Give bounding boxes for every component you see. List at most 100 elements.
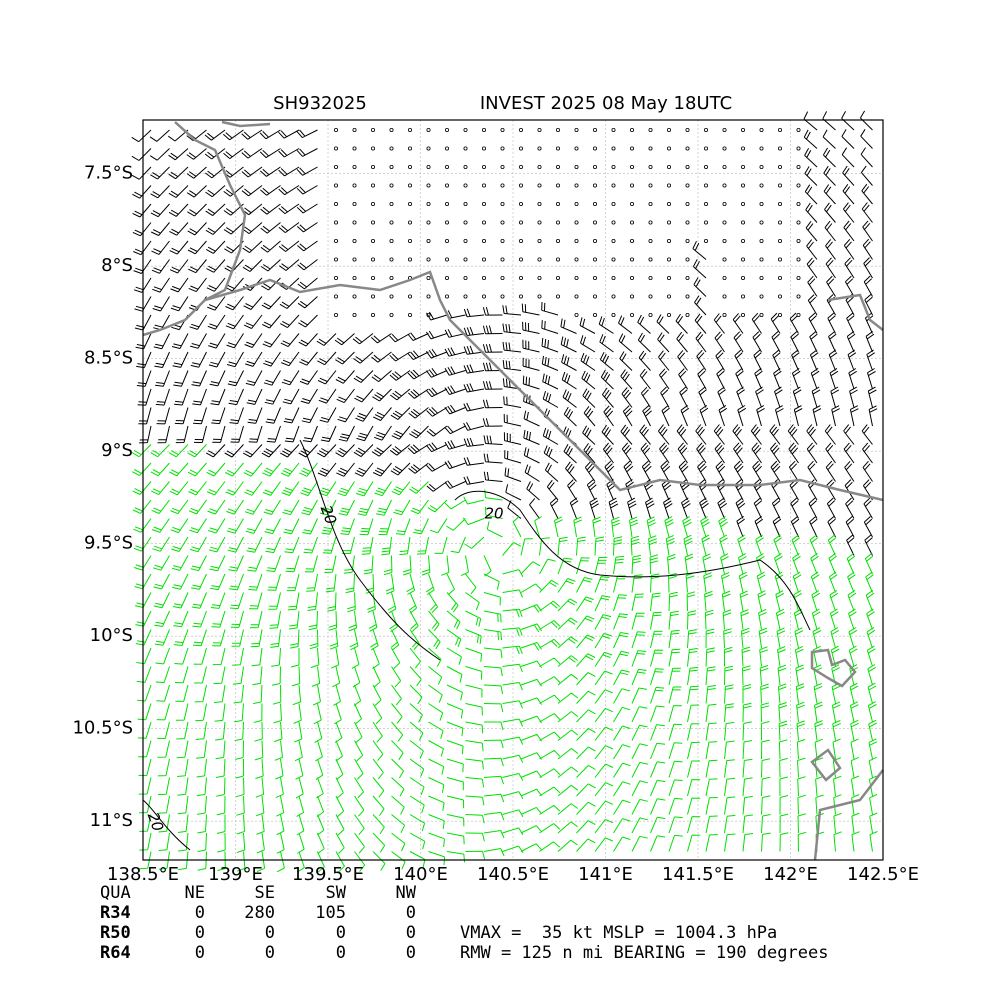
calm-marker xyxy=(389,312,394,317)
calm-marker xyxy=(759,238,764,243)
table-header: NW xyxy=(396,883,417,903)
table-cell: 0 xyxy=(265,943,275,963)
wind-barbs xyxy=(131,110,878,873)
calm-marker xyxy=(796,294,801,299)
calm-marker xyxy=(759,257,764,262)
island xyxy=(810,648,857,688)
calm-marker xyxy=(500,201,505,206)
x-tick-label: 141.5°E xyxy=(662,864,734,885)
calm-marker xyxy=(370,146,375,151)
calm-marker xyxy=(407,220,412,225)
calm-marker xyxy=(519,257,524,262)
calm-marker xyxy=(574,201,579,206)
calm-marker xyxy=(648,275,653,280)
calm-marker xyxy=(593,201,598,206)
x-tick-label: 142°E xyxy=(763,864,818,885)
calm-marker xyxy=(556,294,561,299)
calm-marker xyxy=(611,164,616,169)
calm-marker xyxy=(611,312,616,317)
calm-marker xyxy=(519,146,524,151)
table-cell: 0 xyxy=(195,943,205,963)
x-tick-label: 140°E xyxy=(393,864,448,885)
calm-marker xyxy=(463,127,468,132)
calm-marker xyxy=(481,294,486,299)
calm-marker xyxy=(463,275,468,280)
calm-marker xyxy=(333,146,338,151)
table-header: NE xyxy=(185,883,205,903)
calm-marker xyxy=(685,312,690,317)
calm-marker xyxy=(630,183,635,188)
calm-marker xyxy=(778,312,783,317)
calm-marker xyxy=(352,146,357,151)
calm-marker xyxy=(722,127,727,132)
calm-marker xyxy=(444,183,449,188)
calm-marker xyxy=(778,146,783,151)
calm-marker xyxy=(778,220,783,225)
calm-marker xyxy=(759,220,764,225)
calm-marker xyxy=(556,257,561,262)
calm-marker xyxy=(481,275,486,280)
calm-marker xyxy=(370,201,375,206)
calm-marker xyxy=(704,164,709,169)
table-cell: 0 xyxy=(406,923,416,943)
calm-marker xyxy=(556,238,561,243)
calm-marker xyxy=(407,238,412,243)
calm-marker xyxy=(407,127,412,132)
calm-marker xyxy=(778,183,783,188)
x-tick-label: 142.5°E xyxy=(847,864,919,885)
calm-marker xyxy=(352,127,357,132)
calm-marker xyxy=(648,238,653,243)
calm-marker xyxy=(370,183,375,188)
calm-marker xyxy=(778,127,783,132)
calm-marker xyxy=(667,220,672,225)
calm-marker xyxy=(463,183,468,188)
calm-marker xyxy=(574,238,579,243)
table-cell: 105 xyxy=(315,903,346,923)
calm-marker xyxy=(685,146,690,151)
calm-marker xyxy=(389,294,394,299)
calm-marker xyxy=(426,257,431,262)
island xyxy=(810,748,842,782)
calm-marker xyxy=(407,164,412,169)
calm-marker xyxy=(407,183,412,188)
calm-marker xyxy=(333,164,338,169)
table-cell: 0 xyxy=(336,923,346,943)
calm-marker xyxy=(556,127,561,132)
calm-marker xyxy=(463,238,468,243)
y-tick-label: 9.5°S xyxy=(84,533,133,554)
calm-marker xyxy=(426,183,431,188)
calm-marker xyxy=(630,127,635,132)
calm-marker xyxy=(537,164,542,169)
calm-marker xyxy=(796,127,801,132)
calm-marker xyxy=(352,275,357,280)
calm-marker xyxy=(630,257,635,262)
calm-marker xyxy=(333,201,338,206)
calm-marker xyxy=(537,183,542,188)
calm-marker xyxy=(574,220,579,225)
calm-marker xyxy=(352,294,357,299)
table-cell: 0 xyxy=(406,903,416,923)
calm-marker xyxy=(426,201,431,206)
calm-marker xyxy=(333,183,338,188)
calm-marker xyxy=(630,146,635,151)
calm-marker xyxy=(722,312,727,317)
calm-marker xyxy=(370,257,375,262)
calm-marker xyxy=(667,238,672,243)
calm-marker xyxy=(796,201,801,206)
calm-marker xyxy=(630,275,635,280)
calm-marker xyxy=(389,275,394,280)
calm-marker xyxy=(722,220,727,225)
calm-marker xyxy=(704,183,709,188)
calm-marker xyxy=(759,201,764,206)
x-tick-label: 139.5°E xyxy=(292,864,364,885)
calm-marker xyxy=(407,294,412,299)
calm-marker xyxy=(444,257,449,262)
calm-marker xyxy=(574,164,579,169)
calm-marker xyxy=(333,294,338,299)
plot-frame xyxy=(142,119,884,861)
calm-marker xyxy=(611,294,616,299)
calm-marker xyxy=(537,257,542,262)
calm-marker xyxy=(426,275,431,280)
